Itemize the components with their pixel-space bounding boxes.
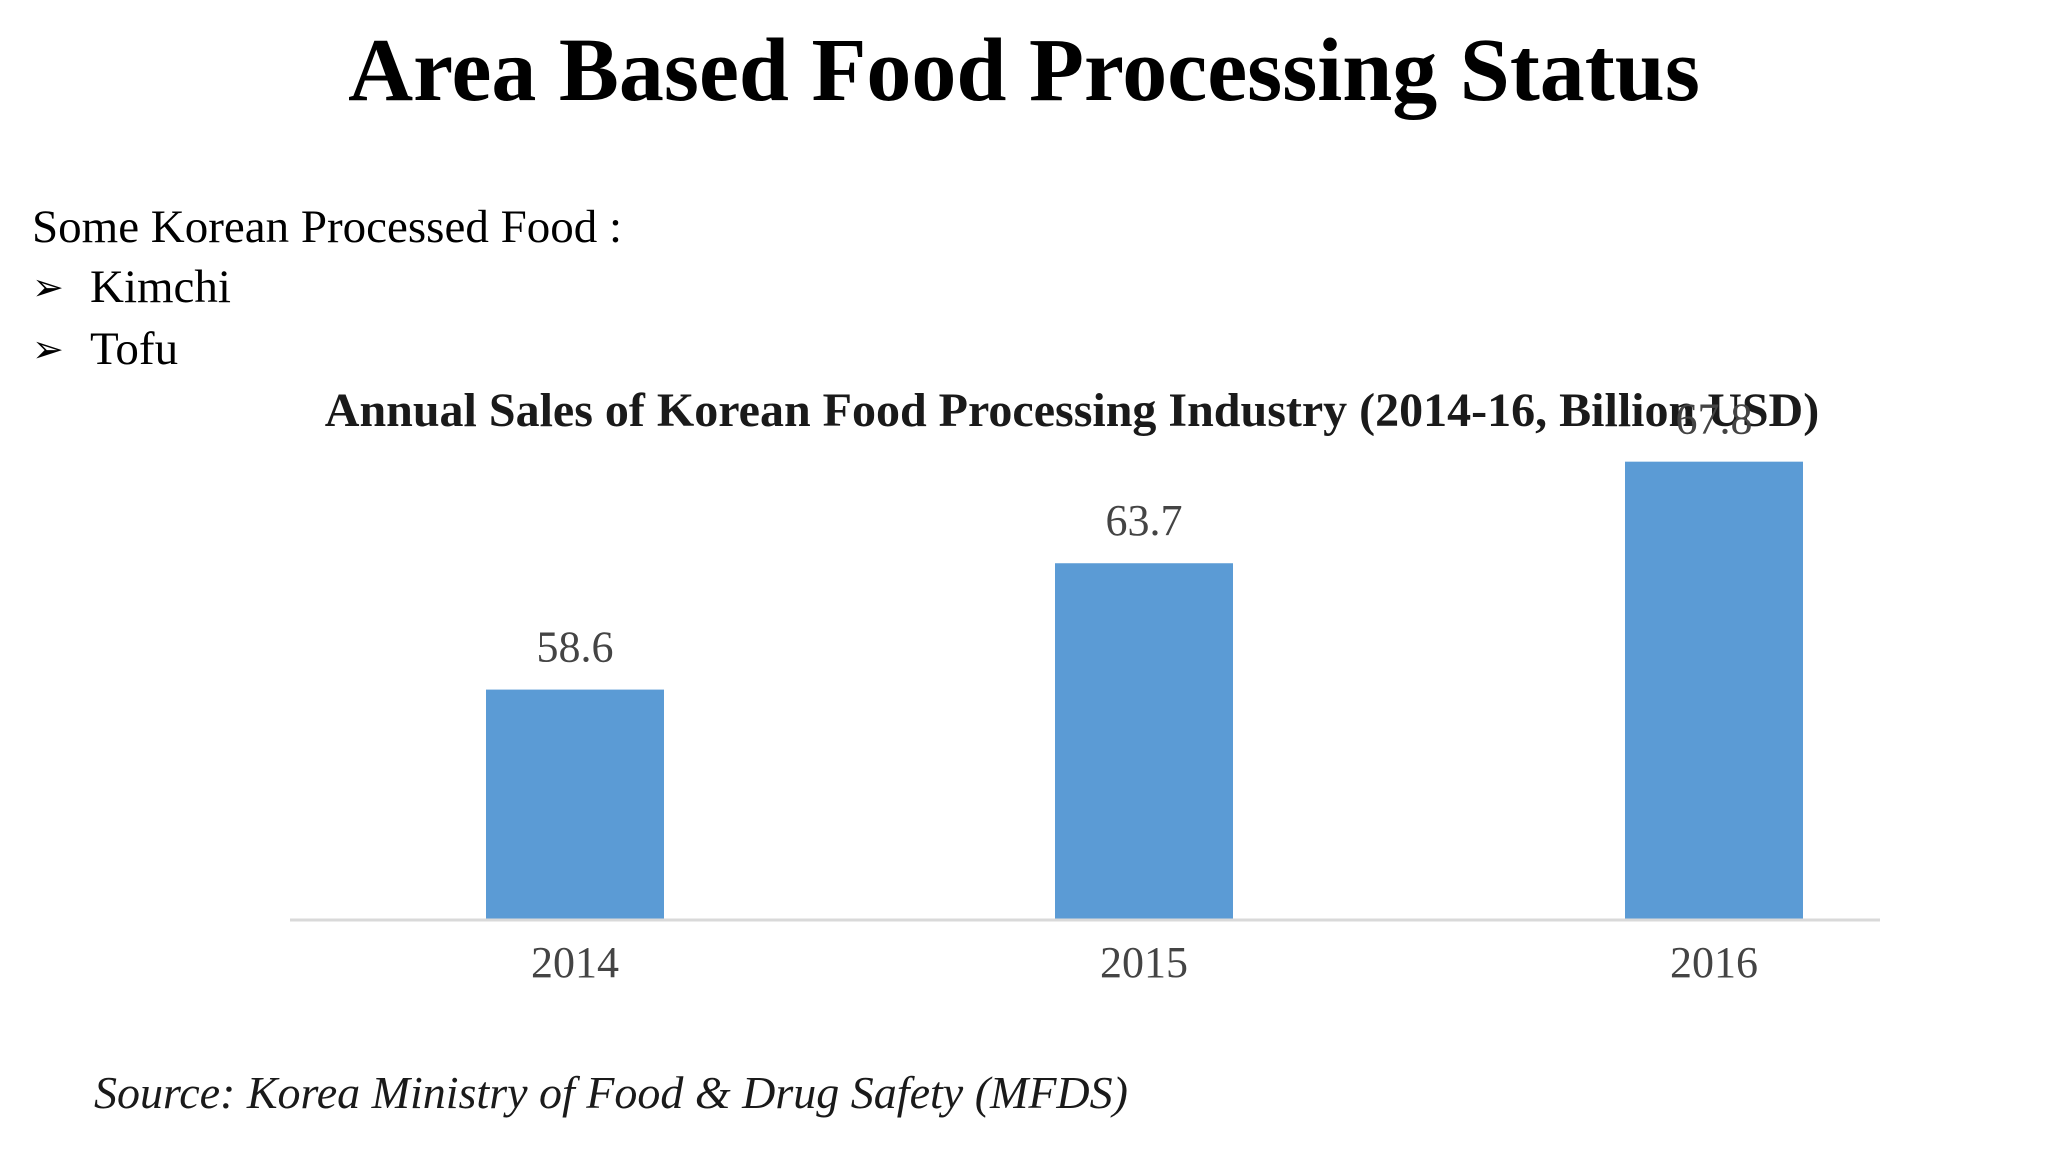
slide-title: Area Based Food Processing Status <box>348 21 1700 120</box>
x-tick-label-2016: 2016 <box>1670 938 1758 987</box>
arrow-bullet-icon: ➢ <box>32 327 64 371</box>
list-item: ➢ Kimchi <box>32 256 231 318</box>
bar-2014 <box>486 689 664 920</box>
data-label-2015: 63.7 <box>1106 496 1183 545</box>
intro-text: Some Korean Processed Food : <box>32 201 623 253</box>
bars-layer: 58.6 2014 63.7 2015 67.8 2016 <box>486 395 1803 987</box>
list-item: ➢ Tofu <box>32 318 231 380</box>
bar-2015 <box>1055 563 1233 920</box>
x-tick-label-2014: 2014 <box>531 938 619 987</box>
bar-2016 <box>1625 461 1803 920</box>
x-tick-label-2015: 2015 <box>1100 938 1188 987</box>
list-item-label: Kimchi <box>90 261 231 313</box>
chart-title: Annual Sales of Korean Food Processing I… <box>325 384 1819 437</box>
bar-chart: Annual Sales of Korean Food Processing I… <box>0 370 2048 1152</box>
arrow-bullet-icon: ➢ <box>32 265 64 309</box>
chart-canvas: Annual Sales of Korean Food Processing I… <box>290 384 1880 987</box>
list-item-label: Tofu <box>90 323 179 375</box>
source-note: Source: Korea Ministry of Food & Drug Sa… <box>94 1067 1128 1118</box>
data-label-2016: 67.8 <box>1676 395 1753 444</box>
bullet-list: ➢ Kimchi ➢ Tofu <box>32 256 231 380</box>
data-label-2014: 58.6 <box>537 623 614 672</box>
